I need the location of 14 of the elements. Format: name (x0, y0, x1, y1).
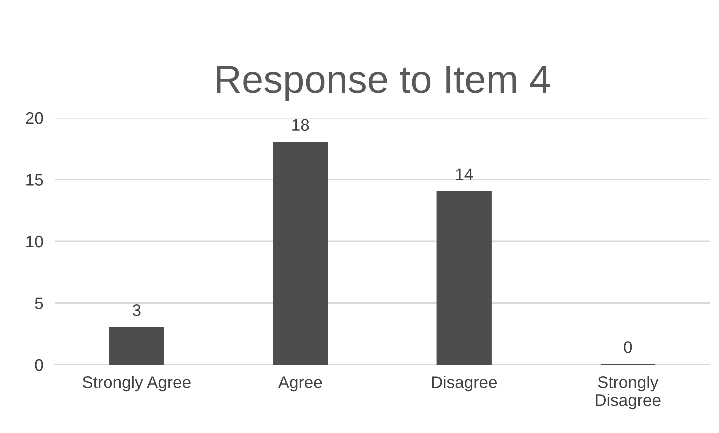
y-tick-label: 15 (26, 174, 44, 186)
x-tick-label: Disagree (432, 376, 497, 392)
chart-title: Response to Item 4 (217, 66, 550, 102)
x-tick-label: Agree (278, 376, 322, 392)
y-tick-label: 5 (35, 298, 44, 310)
y-tick-label: 20 (26, 112, 44, 124)
data-label: 0 (624, 342, 632, 354)
data-label: 18 (292, 119, 310, 132)
x-tick-label: Strongly Disagree (596, 376, 661, 410)
data-label: 3 (132, 304, 141, 316)
data-label: 14 (456, 168, 474, 180)
y-tick-label: 10 (26, 236, 44, 248)
y-tick-label: 0 (35, 359, 44, 372)
x-tick-label: Strongly Agree (82, 376, 191, 392)
